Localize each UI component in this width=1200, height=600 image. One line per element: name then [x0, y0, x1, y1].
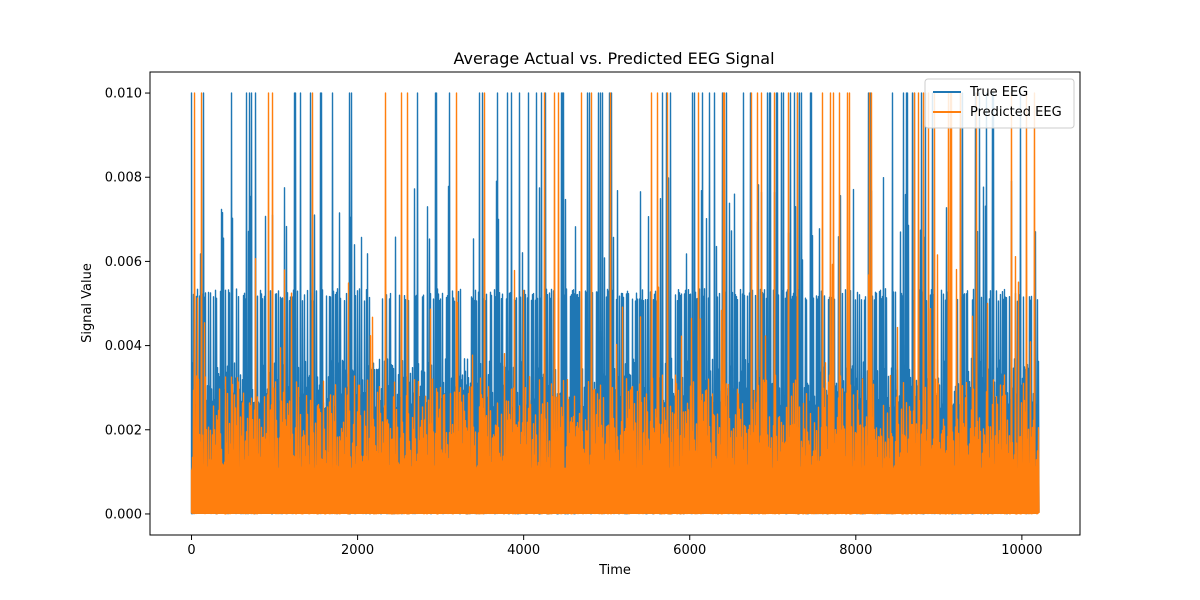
x-tick-label: 6000 — [673, 543, 706, 558]
y-tick-label: 0.002 — [105, 423, 142, 438]
plot-frame — [149, 71, 1081, 536]
x-axis: 0 2000 4000 6000 8000 10000 — [187, 535, 1043, 558]
legend-label-predicted-eeg: Predicted EEG — [970, 105, 1062, 120]
legend-box — [924, 78, 1075, 129]
x-tick-label: 0 — [187, 543, 195, 558]
x-tick-label: 2000 — [341, 543, 374, 558]
y-tick-label: 0.008 — [105, 171, 142, 186]
y-tick-label: 0.010 — [105, 87, 142, 102]
y-tick-label: 0.004 — [105, 339, 142, 354]
x-axis-label: Time — [598, 563, 631, 578]
legend-label-true-eeg: True EEG — [969, 85, 1028, 100]
y-axis-label: Signal Value — [80, 263, 95, 343]
x-tick-label: 4000 — [507, 543, 540, 558]
x-tick-label: 8000 — [839, 543, 872, 558]
series-layer — [190, 92, 1040, 515]
chart-title: Average Actual vs. Predicted EEG Signal — [453, 49, 774, 68]
y-axis: 0.000 0.002 0.004 0.006 0.008 0.010 — [105, 87, 150, 522]
x-tick-label: 10000 — [1001, 543, 1042, 558]
y-tick-label: 0.006 — [105, 255, 142, 270]
legend: True EEG Predicted EEG — [924, 78, 1075, 129]
y-tick-label: 0.000 — [105, 507, 142, 522]
series-predicted-eeg-band — [191, 467, 1039, 514]
